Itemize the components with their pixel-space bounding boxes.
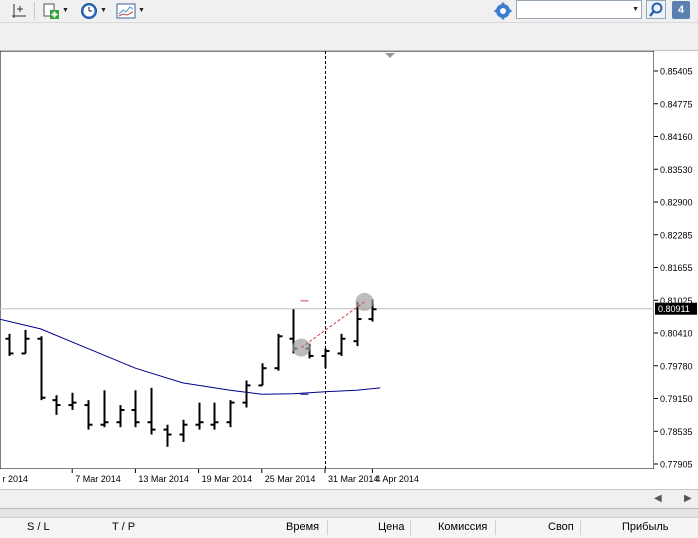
chart-shift-marker-icon[interactable] (385, 53, 395, 58)
dropdown-arrow-icon: ▼ (100, 7, 107, 14)
terminal-splitter[interactable] (0, 508, 698, 517)
ohlc-bar (131, 390, 140, 428)
ohlc-bar (242, 380, 251, 408)
terminal-table-header: S / L T / P Время Цена Комиссия Своп При… (0, 517, 698, 538)
crosshair-icon (12, 3, 26, 18)
time-axis-background (0, 469, 698, 489)
templates-button[interactable]: ▼ (116, 1, 145, 20)
add-object-icon (43, 3, 59, 19)
column-header-price[interactable]: Цена (378, 521, 405, 533)
price-tick-label: 0.84160 (660, 132, 693, 142)
price-tick-label: 0.77905 (660, 460, 693, 470)
toolbar-separator (34, 2, 35, 19)
column-header-profit[interactable]: Прибыль (622, 521, 669, 533)
ohlc-bar (274, 333, 283, 371)
search-button[interactable] (646, 0, 666, 19)
column-divider (327, 520, 328, 535)
search-input[interactable] (519, 2, 623, 17)
search-icon (649, 2, 663, 17)
ohlc-bar (210, 402, 219, 430)
ohlc-bar (163, 424, 172, 447)
plot-background (0, 51, 655, 470)
price-tick-label: 0.81655 (660, 263, 693, 273)
date-tick-label: r 2014 (3, 474, 29, 484)
trade-connector-line (301, 301, 365, 348)
price-tick-label: 0.85405 (660, 67, 693, 77)
price-tick-label: 0.82900 (660, 198, 693, 208)
dropdown-arrow-icon[interactable]: ▼ (632, 6, 639, 13)
column-divider (495, 520, 496, 535)
main-toolbar: ▼ ▼ ▼ (0, 0, 698, 23)
date-tick-label: 25 Mar 2014 (265, 474, 316, 484)
column-header-swap[interactable]: Своп (548, 521, 574, 533)
ohlc-bar (37, 336, 46, 401)
ohlc-bar (21, 329, 30, 355)
price-tick-label: 0.79780 (660, 361, 693, 371)
column-header-tp[interactable]: T / P (112, 521, 136, 533)
date-tick-label: 19 Mar 2014 (202, 474, 253, 484)
ohlc-bar (116, 405, 125, 428)
scroll-left-icon[interactable]: ◀ (654, 493, 662, 504)
new-object-button[interactable]: ▼ (42, 1, 69, 20)
chart-horizontal-scrollbar[interactable]: ◀ ▶ (0, 489, 698, 508)
price-axis-background (654, 51, 698, 469)
chart-window-header (0, 23, 698, 51)
column-header-commission[interactable]: Комиссия (438, 521, 488, 533)
search-combobox[interactable]: ▼ (516, 0, 642, 19)
crosshair-tool-button[interactable] (10, 1, 28, 20)
price-tick-label: 0.84775 (660, 99, 693, 109)
column-divider (410, 520, 411, 535)
clock-icon (81, 2, 97, 19)
column-divider (580, 520, 581, 535)
notifications-badge[interactable]: 4 (672, 1, 690, 19)
price-tick-label: 0.79150 (660, 394, 693, 404)
ohlc-bar (195, 402, 204, 430)
date-tick-label: 7 Mar 2014 (75, 474, 121, 484)
moving-average-line (0, 318, 381, 395)
price-tick-label: 0.82285 (660, 230, 693, 240)
settings-button[interactable] (494, 2, 512, 20)
price-tick-label: 0.80410 (660, 329, 693, 339)
ohlc-bar (226, 400, 235, 428)
current-price-box (655, 302, 697, 315)
price-tick-label: 0.81025 (660, 296, 693, 306)
scroll-right-icon[interactable]: ▶ (684, 493, 692, 504)
column-header-sl[interactable]: S / L (27, 521, 50, 533)
ohlc-bar (84, 400, 93, 430)
ohlc-bar (337, 333, 346, 356)
chart-template-icon (116, 3, 136, 18)
dropdown-arrow-icon: ▼ (138, 7, 145, 14)
date-tick-label: 4 Apr 2014 (375, 474, 419, 484)
column-header-time[interactable]: Время (286, 521, 320, 533)
price-tick-label: 0.83530 (660, 165, 693, 175)
gear-icon (494, 2, 512, 20)
ohlc-bar (353, 301, 362, 347)
price-tick-label: 0.78535 (660, 427, 693, 437)
date-tick-label: 31 Mar 2014 (328, 474, 379, 484)
dropdown-arrow-icon: ▼ (62, 7, 69, 14)
price-chart[interactable]: 0.85405 0.84775 0.84160 0.83530 0.82900 0.822… (0, 51, 698, 489)
date-tick-label: 13 Mar 2014 (138, 474, 189, 484)
current-price-label: 0.80911 (658, 304, 690, 314)
ohlc-bar (52, 395, 61, 415)
ohlc-bar (100, 390, 109, 428)
ohlc-bar (5, 333, 14, 356)
ohlc-bar (179, 419, 188, 442)
ohlc-bar (147, 387, 156, 435)
periods-button[interactable]: ▼ (80, 1, 107, 20)
ohlc-bar (258, 363, 267, 387)
ohlc-bar (68, 392, 77, 410)
